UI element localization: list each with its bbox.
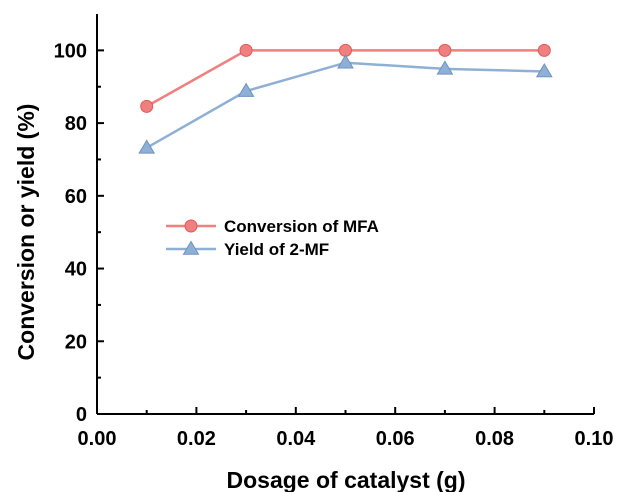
legend-marker <box>182 240 200 255</box>
data-point <box>138 139 156 154</box>
y-tick-label: 60 <box>65 186 87 208</box>
series-line <box>146 61 545 149</box>
data-point <box>537 43 551 57</box>
x-tick-label: 0.04 <box>276 428 316 450</box>
legend-label: Conversion of MFA <box>224 217 379 236</box>
data-point <box>436 60 454 75</box>
y-tick-label: 100 <box>54 40 87 62</box>
series-2 <box>138 54 553 154</box>
ticks: 0.00 0.02 0.04 0.06 0.08 0.10 0 20 40 60 80 100 <box>54 40 614 450</box>
y-tick-label: 40 <box>65 259 87 281</box>
x-tick-label: 0.02 <box>177 428 216 450</box>
x-tick-label: 0.06 <box>376 428 415 450</box>
legend-item: Conversion of MFA <box>166 217 379 236</box>
y-tick-label: 0 <box>76 404 87 426</box>
series-1 <box>140 43 551 113</box>
y-tick-label: 80 <box>65 113 87 135</box>
x-tick-label: 0.10 <box>575 428 614 450</box>
y-tick-label: 20 <box>65 331 87 353</box>
legend-label: Yield of 2-MF <box>224 240 329 259</box>
series-layer <box>138 43 553 154</box>
y-axis-title: Conversion or yield (%) <box>13 104 39 361</box>
data-point <box>237 82 255 97</box>
legend-marker <box>184 219 198 233</box>
x-axis-title: Dosage of catalyst (g) <box>227 467 466 492</box>
data-point <box>140 99 154 113</box>
data-point <box>438 43 452 57</box>
axes <box>96 14 594 415</box>
data-point <box>337 54 354 69</box>
legend-item: Yield of 2-MF <box>166 240 329 259</box>
x-tick-label: 0.08 <box>475 428 514 450</box>
data-point <box>239 43 253 57</box>
legend: Conversion of MFA Yield of 2-MF <box>166 217 379 259</box>
data-point <box>535 62 553 78</box>
x-tick-label: 0.00 <box>78 428 117 450</box>
